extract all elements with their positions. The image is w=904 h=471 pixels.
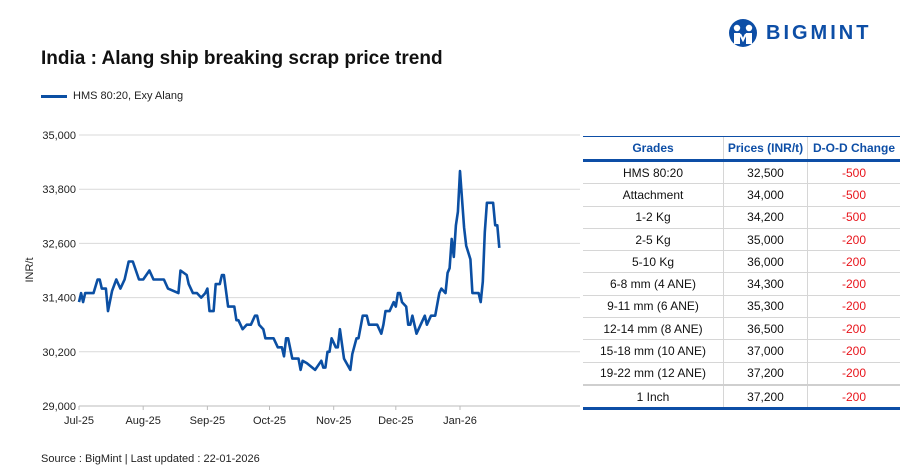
cell-change: -200 xyxy=(807,339,900,363)
table-row: Attachment 34,000 -500 xyxy=(583,183,900,207)
series-line xyxy=(77,169,501,372)
cell-grade: 2-5 Kg xyxy=(583,228,724,252)
y-axis-label: INR/t xyxy=(24,257,36,282)
cell-grade: 6-8 mm (4 ANE) xyxy=(583,272,724,296)
cell-price: 35,300 xyxy=(723,295,808,319)
y-tick-label: 33,800 xyxy=(42,184,76,196)
cell-grade: 5-10 Kg xyxy=(583,250,724,274)
table-row: 5-10 Kg 36,000 -200 xyxy=(583,250,900,274)
table-row: 1 Inch 37,200 -200 xyxy=(583,383,900,411)
cell-price: 34,200 xyxy=(723,206,808,229)
cell-change: -200 xyxy=(807,383,900,411)
x-tick-label: Aug-25 xyxy=(125,415,160,427)
table-row: 9-11 mm (6 ANE) 35,300 -200 xyxy=(583,295,900,319)
header-prices: Prices (INR/t) xyxy=(723,136,808,162)
cell-change: -200 xyxy=(807,250,900,274)
legend: HMS 80:20, Exy Alang xyxy=(41,90,183,102)
bigmint-logo-icon xyxy=(729,19,757,47)
cell-change: -200 xyxy=(807,272,900,296)
x-tick-label: Jul-25 xyxy=(64,415,94,427)
chart-title: India : Alang ship breaking scrap price … xyxy=(41,48,443,69)
y-tick-label: 35,000 xyxy=(42,130,76,142)
cell-grade: 12-14 mm (8 ANE) xyxy=(583,317,724,341)
cell-price: 36,500 xyxy=(723,317,808,341)
cell-grade: 15-18 mm (10 ANE) xyxy=(583,339,724,363)
table-row: 12-14 mm (8 ANE) 36,500 -200 xyxy=(583,317,900,341)
line-chart: 29,000 30,200 31,400 32,600 33,800 35,000 Jul-… xyxy=(24,130,580,427)
x-tick-label: Dec-25 xyxy=(378,415,413,427)
cell-change: -200 xyxy=(807,228,900,252)
table-row: 19-22 mm (12 ANE) 37,200 -200 xyxy=(583,362,900,386)
y-tick-label: 29,000 xyxy=(42,401,76,413)
header-grades: Grades xyxy=(583,136,724,162)
cell-price: 34,000 xyxy=(723,183,808,207)
cell-grade: 9-11 mm (6 ANE) xyxy=(583,295,724,319)
cell-price: 32,500 xyxy=(723,160,808,185)
legend-label: HMS 80:20, Exy Alang xyxy=(73,90,184,102)
cell-price: 35,000 xyxy=(723,228,808,252)
bigmint-logo: BIGMINT xyxy=(728,18,871,48)
table-row: 1-2 Kg 34,200 -500 xyxy=(583,206,900,229)
y-tick-label: 31,400 xyxy=(42,293,76,305)
cell-price: 36,000 xyxy=(723,250,808,274)
cell-grade: 1 Inch xyxy=(583,383,724,411)
cell-change: -200 xyxy=(807,317,900,341)
cell-grade: HMS 80:20 xyxy=(583,160,724,185)
table-row: 2-5 Kg 35,000 -200 xyxy=(583,228,900,252)
y-tick-label: 32,600 xyxy=(42,238,76,250)
y-tick-label: 30,200 xyxy=(42,347,76,359)
table-row: HMS 80:20 32,500 -500 xyxy=(583,160,900,185)
x-tick-label: Oct-25 xyxy=(253,415,286,427)
legend-swatch xyxy=(41,94,67,98)
header-change: D-O-D Change xyxy=(807,136,900,162)
cell-change: -200 xyxy=(807,295,900,319)
cell-change: -200 xyxy=(807,362,900,386)
table-header-row: Grades Prices (INR/t) D-O-D Change xyxy=(583,136,900,162)
table-row: 15-18 mm (10 ANE) 37,000 -200 xyxy=(583,339,900,363)
x-tick-label: Sep-25 xyxy=(190,415,225,427)
cell-grade: 19-22 mm (12 ANE) xyxy=(583,362,724,386)
cell-grade: Attachment xyxy=(583,183,724,207)
cell-price: 37,200 xyxy=(723,362,808,386)
cell-price: 34,300 xyxy=(723,272,808,296)
cell-change: -500 xyxy=(807,183,900,207)
cell-price: 37,000 xyxy=(723,339,808,363)
price-table: Grades Prices (INR/t) D-O-D Change HMS 8… xyxy=(583,136,900,411)
cell-grade: 1-2 Kg xyxy=(583,206,724,229)
logo-text: BIGMINT xyxy=(766,21,872,44)
source-note: Source : BigMint | Last updated : 22-01-… xyxy=(41,453,260,465)
cell-change: -500 xyxy=(807,206,900,229)
cell-price: 37,200 xyxy=(723,383,808,411)
cell-change: -500 xyxy=(807,160,900,185)
table-row: 6-8 mm (4 ANE) 34,300 -200 xyxy=(583,272,900,296)
x-tick-label: Nov-25 xyxy=(316,415,351,427)
x-tick-label: Jan-26 xyxy=(443,415,477,427)
